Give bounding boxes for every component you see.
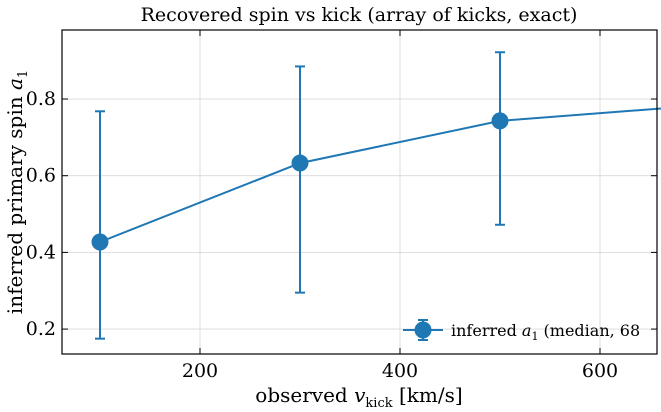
data-point: [291, 154, 309, 172]
chart-title: Recovered spin vs kick (array of kicks, …: [141, 4, 578, 26]
x-tick-label: 400: [382, 360, 418, 382]
y-tick-label: 0.2: [26, 318, 56, 340]
legend: inferred a1 (median, 68: [403, 319, 640, 343]
legend-label: inferred a1 (median, 68: [451, 321, 640, 343]
data-point: [91, 233, 109, 251]
y-axis-label: inferred primary spin a1: [3, 70, 31, 314]
legend-marker: [414, 321, 432, 339]
y-tick-label: 0.4: [26, 241, 56, 263]
errorbars: [95, 51, 505, 340]
plot-frame: [61, 29, 658, 355]
x-tick-label: 200: [182, 360, 218, 382]
y-tick-label: 0.8: [26, 88, 56, 110]
x-axis-label: observed vkick [km/s]: [255, 383, 462, 411]
x-ticks: 200400600800: [182, 30, 618, 382]
y-ticks: 0.2 0.4 0.6 0.8: [26, 88, 657, 340]
markers: [91, 112, 509, 251]
y-tick-label: 0.6: [26, 165, 56, 187]
x-tick-label: 600: [582, 360, 618, 382]
data-point: [491, 112, 509, 130]
grid: [62, 30, 657, 354]
series-line: [99, 107, 661, 243]
series-line-layer: [99, 107, 661, 243]
